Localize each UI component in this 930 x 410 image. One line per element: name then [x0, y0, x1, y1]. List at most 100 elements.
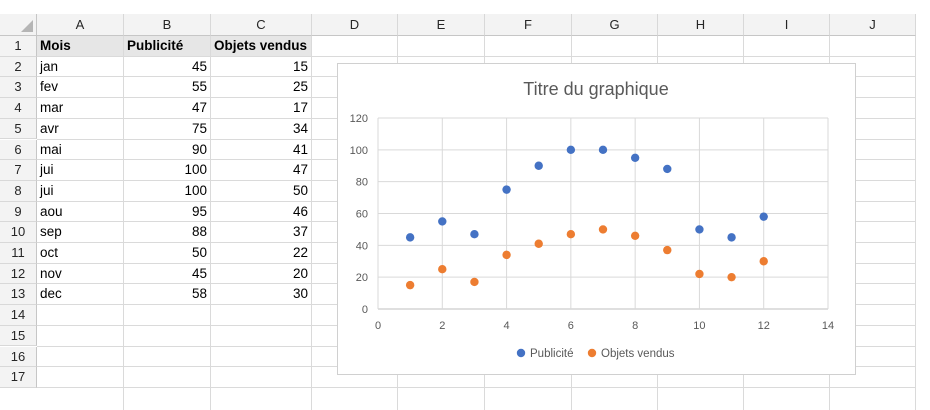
data-point[interactable] — [405, 233, 415, 242]
cell-c3[interactable]: 25 — [292, 79, 308, 95]
row-header-5[interactable]: 5 — [0, 118, 37, 140]
data-point[interactable] — [502, 250, 511, 260]
cell-c8[interactable]: 50 — [292, 182, 308, 198]
row-header-17[interactable]: 17 — [0, 367, 37, 388]
cell-b4[interactable]: 47 — [191, 100, 207, 116]
data-point[interactable] — [405, 280, 415, 290]
chart-legend[interactable]: Publicité Objets vendus — [516, 348, 675, 360]
row-header-7[interactable]: 7 — [0, 160, 37, 181]
column-header-g[interactable]: G — [572, 14, 658, 36]
cell-c11[interactable]: 22 — [292, 245, 308, 260]
data-point[interactable] — [630, 231, 640, 240]
cell-a4[interactable]: mar — [40, 100, 64, 116]
cell-b11[interactable]: 50 — [191, 245, 207, 260]
data-point[interactable] — [759, 212, 768, 221]
cell-b3[interactable]: 55 — [191, 79, 207, 95]
cell-a8[interactable]: jui — [40, 182, 54, 198]
cell-b2[interactable]: 45 — [191, 58, 207, 74]
data-point[interactable] — [534, 239, 543, 248]
cell-a9[interactable]: aou — [40, 203, 63, 219]
cell-b10[interactable]: 88 — [191, 224, 207, 240]
cell-b13[interactable]: 58 — [191, 286, 207, 302]
column-header-e[interactable]: E — [398, 14, 485, 36]
column-header-c[interactable]: C — [211, 14, 312, 36]
cell-b8[interactable]: 100 — [184, 182, 207, 198]
row-header-12[interactable]: 12 — [0, 263, 37, 285]
cell-a11[interactable]: oct — [40, 245, 59, 260]
data-point[interactable] — [598, 225, 608, 234]
cell-c6[interactable]: 41 — [292, 141, 308, 157]
data-point[interactable] — [566, 229, 576, 239]
row-header-9[interactable]: 9 — [0, 201, 37, 223]
chart-title[interactable]: Titre du graphique — [523, 79, 668, 99]
y-axis-tick-labels: 0 20 40 60 80 100 120 — [350, 113, 368, 316]
data-point[interactable] — [695, 225, 704, 234]
data-point[interactable] — [663, 164, 672, 174]
cell-c4[interactable]: 17 — [292, 100, 308, 116]
row-header-6[interactable]: 6 — [0, 139, 37, 161]
cell-a6[interactable]: mai — [40, 141, 62, 157]
data-point[interactable] — [470, 277, 479, 287]
legend-item-publicite[interactable]: Publicité — [516, 348, 574, 360]
cell-b5[interactable]: 75 — [191, 120, 207, 136]
row-header-16[interactable]: 16 — [0, 346, 37, 368]
column-header-a[interactable]: A — [37, 14, 124, 36]
cell-b1[interactable]: Publicité — [124, 36, 210, 56]
data-point[interactable] — [566, 145, 576, 155]
column-header-i[interactable]: I — [744, 14, 830, 36]
cell-c12[interactable]: 20 — [292, 265, 308, 281]
data-point[interactable] — [695, 269, 704, 279]
cell-c13[interactable]: 30 — [292, 286, 308, 302]
cell-a1[interactable]: Mois — [37, 36, 123, 56]
data-point[interactable] — [438, 265, 447, 274]
cell-a7[interactable]: jui — [40, 162, 54, 178]
series-publicite[interactable] — [405, 145, 768, 242]
cell-a12[interactable]: nov — [40, 265, 62, 281]
cell-a10[interactable]: sep — [40, 224, 62, 240]
cell-c1[interactable]: Objets vendus — [211, 36, 311, 56]
data-point[interactable] — [534, 161, 543, 170]
column-header-h[interactable]: H — [658, 14, 744, 36]
data-point[interactable] — [630, 153, 640, 162]
cell-b12[interactable]: 45 — [191, 265, 207, 281]
column-header-b[interactable]: B — [124, 14, 211, 36]
column-header-d[interactable]: D — [312, 14, 398, 36]
row-header-15[interactable]: 15 — [0, 325, 37, 347]
data-point[interactable] — [663, 245, 672, 255]
select-all-corner[interactable] — [0, 14, 37, 36]
data-point[interactable] — [759, 257, 768, 266]
data-point[interactable] — [438, 217, 447, 226]
legend-item-objets-vendus[interactable]: Objets vendus — [587, 348, 675, 360]
cell-b9[interactable]: 95 — [191, 203, 207, 219]
data-point[interactable] — [727, 272, 736, 282]
cell-a13[interactable]: dec — [40, 286, 62, 302]
row-header-2[interactable]: 2 — [0, 56, 37, 78]
data-point[interactable] — [470, 229, 479, 239]
row-header-8[interactable]: 8 — [0, 180, 37, 202]
data-point[interactable] — [502, 185, 511, 194]
scatter-chart[interactable]: Titre du graphique 0 20 40 60 80 100 120 0 2 4 6 8… — [337, 63, 856, 375]
row-header-4[interactable]: 4 — [0, 98, 37, 119]
row-header-3[interactable]: 3 — [0, 77, 37, 99]
row-header-14[interactable]: 14 — [0, 305, 37, 326]
cell-c5[interactable]: 34 — [292, 120, 308, 136]
cell-c10[interactable]: 37 — [292, 224, 308, 240]
row-header-10[interactable]: 10 — [0, 222, 37, 243]
column-header-f[interactable]: F — [485, 14, 572, 36]
data-point[interactable] — [727, 233, 736, 242]
row-header-11[interactable]: 11 — [0, 243, 37, 264]
cell-c7[interactable]: 47 — [292, 162, 308, 178]
cell-c2[interactable]: 15 — [292, 58, 308, 74]
cell-a5[interactable]: avr — [40, 120, 59, 136]
column-header-j[interactable]: J — [830, 14, 916, 36]
cell-a3[interactable]: fev — [40, 79, 59, 95]
cell-b7[interactable]: 100 — [184, 162, 207, 178]
cell-a2[interactable]: jan — [40, 58, 59, 74]
y-tick-label: 60 — [356, 209, 368, 221]
row-header-1[interactable]: 1 — [0, 36, 37, 57]
row-header-13[interactable]: 13 — [0, 284, 37, 306]
cell-c9[interactable]: 46 — [292, 203, 308, 219]
series-objets-vendus[interactable] — [405, 225, 768, 290]
cell-b6[interactable]: 90 — [191, 141, 207, 157]
data-point[interactable] — [598, 145, 608, 155]
